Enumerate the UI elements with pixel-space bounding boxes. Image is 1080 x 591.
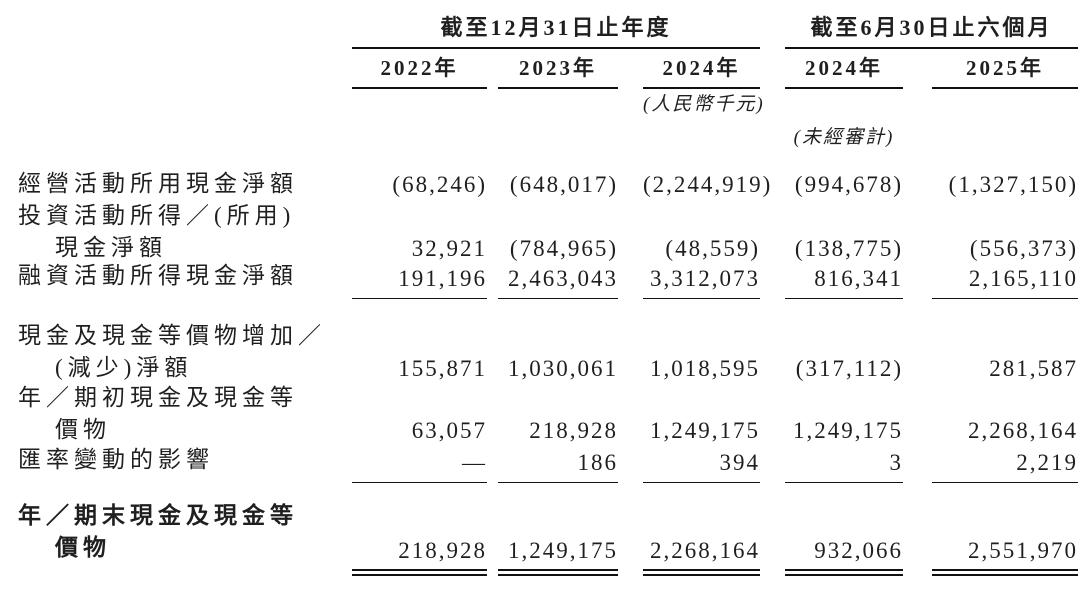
row-label-beginning-line2: 價物	[55, 417, 111, 442]
net-change-2023: 1,030,061	[508, 356, 618, 381]
row-net-change: (減少)淨額 155,871 1,030,061 1,018,595 (317,…	[0, 348, 1080, 381]
net-change-2024-interim: (317,112)	[795, 356, 903, 381]
unaudited-note: (未經審計)	[793, 127, 895, 148]
row-investing-activities: 現金淨額 32,921 (784,965) (48,559) (138,775)…	[0, 228, 1080, 261]
currency-note-row: (人民幣千元)	[0, 89, 1080, 119]
row-label-investing-line2: 現金淨額	[55, 235, 167, 260]
beginning-2024: 1,249,175	[650, 418, 760, 443]
row-investing-label-line1: 投資活動所得／(所用)	[0, 196, 1080, 228]
period-group-header-row: 截至12月31日止年度 截至6月30日止六個月	[0, 0, 1080, 49]
row-beginning-cash: 價物 63,057 218,928 1,249,175 1,249,175 2,…	[0, 410, 1080, 443]
beginning-2025-interim: 2,268,164	[968, 418, 1078, 443]
fx-2024: 394	[643, 450, 760, 483]
operating-2024-interim: (994,678)	[794, 172, 903, 197]
column-header-2024-interim: 2024年	[785, 52, 903, 89]
net-change-2025-interim: 281,587	[989, 356, 1078, 381]
row-label-investing-line1: 投資活動所得／(所用)	[18, 203, 296, 228]
operating-2023: (648,017)	[509, 172, 618, 197]
column-header-2024: 2024年	[643, 52, 760, 89]
ending-2024: 2,268,164	[643, 538, 760, 576]
currency-note: (人民幣千元)	[643, 94, 765, 115]
financing-2025-interim: 2,165,110	[932, 266, 1078, 299]
interim-period-group: 截至6月30日止六個月	[760, 10, 1078, 49]
financing-2023: 2,463,043	[498, 266, 618, 299]
ending-2025-interim: 2,551,970	[932, 538, 1078, 576]
row-label-net-change-line1: 現金及現金等價物增加／	[18, 323, 326, 348]
ending-2022: 218,928	[352, 538, 487, 576]
row-fx-effect: 匯率變動的影響 — 186 394 3 2,219	[0, 440, 1080, 483]
ending-2024-interim: 932,066	[785, 538, 903, 576]
row-operating-activities: 經營活動所用現金淨額 (68,246) (648,017) (2,244,919…	[0, 164, 1080, 197]
operating-2022: (68,246)	[392, 172, 487, 197]
investing-2024: (48,559)	[665, 236, 760, 261]
annual-period-group: 截至12月31日止年度	[340, 10, 760, 49]
investing-2022: 32,921	[411, 236, 487, 261]
fx-2023: 186	[498, 450, 618, 483]
investing-2023: (784,965)	[509, 236, 618, 261]
investing-2025-interim: (556,373)	[969, 236, 1078, 261]
fx-2024-interim: 3	[785, 450, 903, 483]
column-header-2023: 2023年	[498, 52, 618, 89]
beginning-2023: 218,928	[529, 418, 618, 443]
row-net-change-label-line1: 現金及現金等價物增加／	[0, 316, 1080, 348]
investing-2024-interim: (138,775)	[794, 236, 903, 261]
financing-2024-interim: 816,341	[785, 266, 903, 299]
row-label-operating: 經營活動所用現金淨額	[18, 171, 298, 196]
financing-2024: 3,312,073	[643, 266, 760, 299]
unaudited-note-row: (未經審計)	[0, 119, 1080, 152]
beginning-2022: 63,057	[411, 418, 487, 443]
operating-2025-interim: (1,327,150)	[948, 172, 1078, 197]
row-label-fx-effect: 匯率變動的影響	[18, 447, 214, 472]
net-change-2024: 1,018,595	[650, 356, 760, 381]
fx-2025-interim: 2,219	[932, 450, 1078, 483]
row-label-ending-line1: 年／期末現金及現金等	[18, 503, 298, 528]
column-header-2022: 2022年	[352, 52, 487, 89]
row-beginning-label-line1: 年／期初現金及現金等	[0, 378, 1080, 410]
fx-2022: —	[352, 450, 487, 483]
operating-2024: (2,244,919)	[643, 172, 773, 197]
row-label-beginning-line1: 年／期初現金及現金等	[18, 385, 298, 410]
row-label-ending-line2: 價物	[55, 535, 111, 560]
row-label-net-change-line2: (減少)淨額	[55, 355, 193, 380]
interim-period-label: 截至6月30日止六個月	[785, 10, 1078, 49]
row-financing-activities: 融資活動所得現金淨額 191,196 2,463,043 3,312,073 8…	[0, 256, 1080, 299]
annual-period-label: 截至12月31日止年度	[352, 10, 760, 49]
column-header-2025-interim: 2025年	[932, 52, 1078, 89]
row-label-financing: 融資活動所得現金淨額	[18, 263, 298, 288]
year-header-row: 2022年 2023年 2024年 2024年 2025年	[0, 49, 1080, 89]
net-change-2022: 155,871	[398, 356, 487, 381]
beginning-2024-interim: 1,249,175	[793, 418, 903, 443]
row-ending-label-line1: 年／期末現金及現金等	[0, 496, 1080, 528]
row-ending-cash: 價物 218,928 1,249,175 2,268,164 932,066 2…	[0, 528, 1080, 576]
ending-2023: 1,249,175	[498, 538, 618, 576]
financing-2022: 191,196	[352, 266, 487, 299]
